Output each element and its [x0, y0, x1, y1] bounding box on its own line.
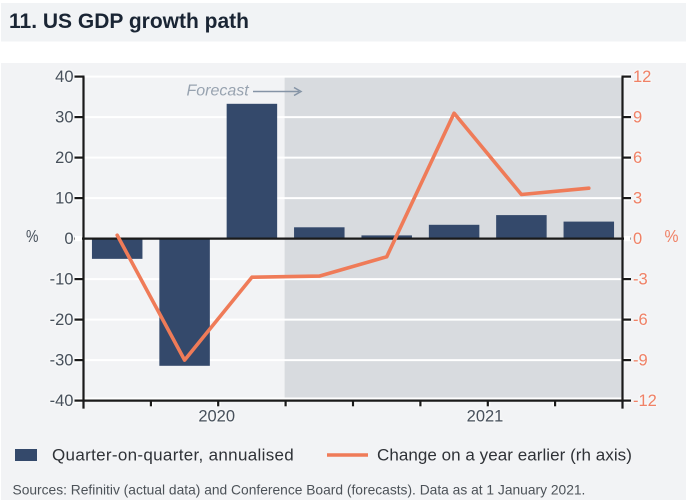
svg-text:-30: -30 [50, 352, 74, 370]
svg-text:Sources: Refinitiv (actual dat: Sources: Refinitiv (actual data) and Con… [13, 483, 586, 498]
svg-text:-40: -40 [50, 392, 74, 410]
svg-text:Forecast: Forecast [187, 83, 250, 100]
svg-text:-12: -12 [633, 392, 657, 410]
svg-text:%: % [26, 228, 38, 247]
svg-text:40: 40 [55, 68, 73, 86]
svg-text:Quarter-on-quarter, annualised: Quarter-on-quarter, annualised [52, 446, 294, 465]
svg-text:10: 10 [55, 190, 73, 208]
svg-text:-10: -10 [50, 271, 74, 289]
svg-text:6: 6 [633, 149, 642, 167]
svg-text:-3: -3 [633, 271, 648, 289]
svg-text:-6: -6 [633, 311, 648, 329]
svg-text:20: 20 [55, 149, 73, 167]
svg-text:11. US GDP growth path: 11. US GDP growth path [9, 10, 249, 33]
svg-text:%: % [665, 226, 679, 246]
svg-text:-20: -20 [50, 311, 74, 329]
svg-text:0: 0 [633, 230, 642, 248]
svg-text:9: 9 [633, 109, 642, 127]
svg-text:12: 12 [633, 68, 651, 86]
svg-text:3: 3 [633, 190, 642, 208]
svg-text:Change on a year earlier (rh a: Change on a year earlier (rh axis) [377, 446, 632, 465]
svg-text:30: 30 [55, 109, 73, 127]
svg-text:-9: -9 [633, 352, 648, 370]
svg-text:2021: 2021 [467, 408, 504, 426]
svg-text:0: 0 [64, 230, 73, 248]
svg-text:2020: 2020 [198, 408, 235, 426]
